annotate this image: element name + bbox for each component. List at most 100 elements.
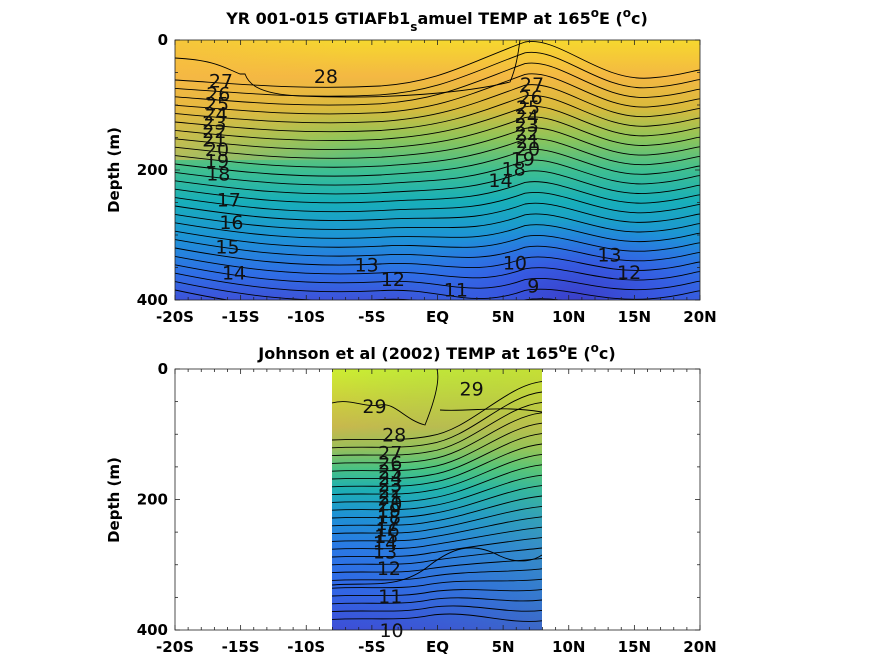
isotherm-line	[332, 547, 542, 566]
isotherm-line	[332, 505, 542, 535]
bottom-chart: Johnson et al (2002) TEMP at 165oE (oc) …	[105, 341, 717, 656]
top-warm-pool-shading	[175, 40, 355, 160]
contour-label: 28	[314, 66, 338, 88]
y-tick-label: 0	[158, 31, 168, 49]
contour-label: 12	[377, 558, 401, 580]
isotherm-line	[175, 84, 700, 124]
contour-label: 18	[377, 506, 401, 528]
bottom-chart-title: Johnson et al (2002) TEMP at 165oE (oc)	[257, 341, 615, 363]
isotherm-line	[332, 516, 542, 542]
contour-label: 28	[382, 424, 406, 446]
isotherm-line	[175, 281, 700, 300]
isotherm-line	[175, 41, 700, 88]
isotherm-line	[332, 568, 542, 581]
isotherm-line	[332, 547, 542, 586]
contour-label: 23	[515, 115, 539, 137]
isotherm-line	[332, 453, 542, 496]
contour-label: 21	[202, 129, 226, 151]
y-tick-label: 400	[137, 291, 168, 309]
isotherm-line	[332, 412, 542, 464]
isotherm-line	[175, 51, 700, 97]
x-tick-label: 5N	[492, 308, 515, 326]
isotherm-line	[332, 433, 542, 480]
x-tick-label: -15S	[222, 638, 260, 656]
contour-label: 16	[219, 212, 243, 234]
isotherm-line	[175, 94, 700, 133]
contour-label: 24	[204, 103, 228, 125]
isotherm-line	[332, 443, 542, 488]
isotherm-line	[175, 239, 700, 262]
contour-label: 20	[378, 493, 402, 515]
contour-label: 17	[376, 513, 400, 535]
isotherm-line	[175, 159, 700, 186]
x-tick-label: 10N	[552, 638, 585, 656]
contour-label: 21	[516, 131, 540, 153]
isotherm-line	[175, 191, 700, 214]
x-tick-label: 15N	[618, 308, 651, 326]
contour-label: 19	[205, 150, 229, 172]
contour-label: 20	[516, 139, 540, 161]
contour-label: 21	[378, 487, 402, 509]
contour-label: 12	[381, 269, 405, 291]
bottom-axis-ticks: -20S -15S -10S -5S EQ 5N 10N 15N 20N 0 200 400	[137, 360, 717, 656]
contour-label: 25	[205, 94, 229, 116]
isotherm-line	[175, 213, 700, 233]
y-tick-label: 400	[137, 621, 168, 639]
contour-label: 22	[202, 121, 226, 143]
isotherm-line	[332, 578, 542, 589]
contour-label: 27	[378, 443, 402, 465]
top-heatmap-field	[175, 40, 700, 300]
contour-label: 13	[373, 542, 397, 564]
isotherm-line	[332, 381, 542, 441]
contour-label: 25	[378, 461, 402, 483]
isotherm-line	[175, 40, 521, 98]
bottom-heatmap-field	[332, 369, 542, 630]
isotherm-line	[175, 181, 700, 204]
contour-label: 18	[206, 163, 230, 185]
x-tick-label: 20N	[683, 308, 716, 326]
top-y-axis-label: Depth (m)	[105, 127, 123, 213]
contour-label: 29	[460, 379, 484, 401]
x-tick-label: -5S	[358, 308, 385, 326]
isotherm-line	[175, 127, 700, 159]
x-tick-label: 5N	[492, 638, 515, 656]
contour-label: 23	[378, 474, 402, 496]
contour-label: 22	[515, 123, 539, 145]
bottom-thermocline-tilt-shading	[332, 369, 542, 630]
isotherm-line	[332, 613, 542, 622]
y-tick-label: 200	[137, 161, 168, 179]
x-tick-label: -20S	[156, 308, 194, 326]
contour-label: 13	[355, 254, 379, 276]
contour-label: 26	[206, 83, 230, 105]
contour-label: 14	[373, 533, 397, 555]
isotherm-line	[332, 557, 542, 574]
contour-label: 16	[376, 520, 400, 542]
isotherm-line	[175, 148, 700, 177]
isotherm-line	[175, 255, 700, 281]
contour-label: 15	[374, 526, 398, 548]
contour-label: 15	[215, 237, 239, 259]
isotherm-line	[332, 495, 542, 527]
contour-label: 27	[520, 74, 544, 96]
isotherm-line	[175, 247, 700, 271]
contour-label: 19	[377, 500, 401, 522]
isotherm-line	[175, 170, 700, 195]
contour-label: 20	[205, 139, 229, 161]
x-tick-label: -5S	[358, 638, 385, 656]
isotherm-line	[175, 73, 700, 115]
isotherm-line	[332, 597, 542, 605]
isotherm-line	[332, 485, 542, 519]
contour-label: 27	[209, 70, 233, 92]
contour-label: 11	[444, 280, 468, 302]
isotherm-line	[332, 526, 542, 550]
y-tick-label: 200	[137, 491, 168, 509]
isotherm-line	[332, 464, 542, 503]
isotherm-line	[175, 264, 700, 291]
isotherm-line	[175, 116, 700, 150]
contour-label: 14	[222, 263, 246, 285]
isotherm-line	[332, 422, 542, 472]
contour-label: 9	[527, 276, 539, 298]
